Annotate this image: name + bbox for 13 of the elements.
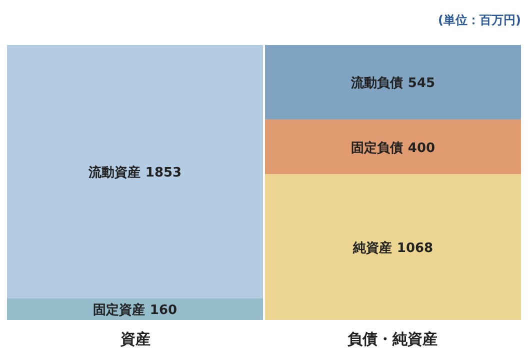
series-label: 固定資産 — [92, 302, 145, 318]
series-label: 流動負債 — [350, 75, 403, 92]
series-label: 固定負債 — [350, 140, 403, 156]
text: (単位：百万円) — [438, 13, 521, 27]
data-label: 545 — [408, 76, 436, 92]
series-label: 流動資産 — [87, 164, 140, 181]
x-tick-label: 資産 — [120, 330, 150, 348]
data-label: 160 — [150, 303, 178, 318]
data-label: 400 — [408, 140, 436, 156]
data-label: 1853 — [145, 166, 182, 181]
x-tick-label: 負債・純資産 — [348, 330, 438, 348]
data-label: 1068 — [396, 241, 434, 256]
series-label: 純資産 — [352, 240, 392, 256]
